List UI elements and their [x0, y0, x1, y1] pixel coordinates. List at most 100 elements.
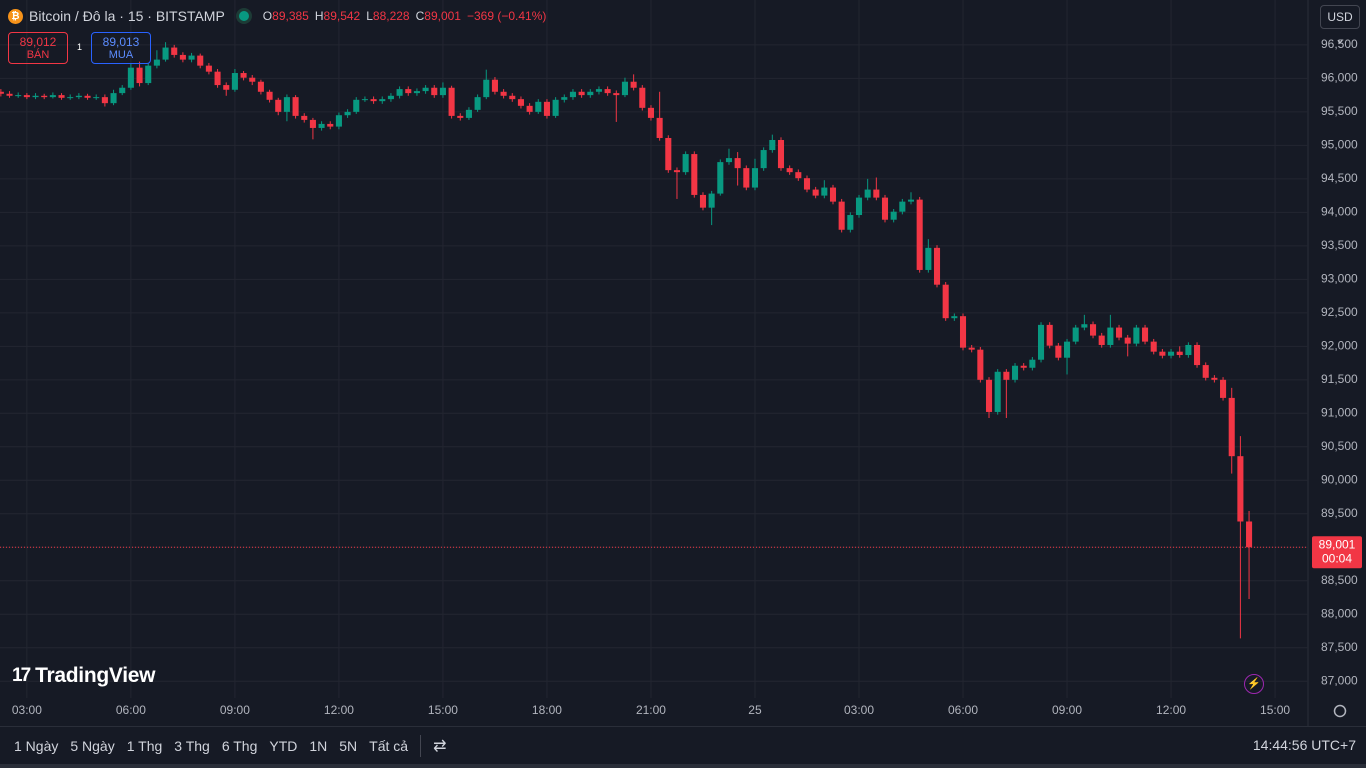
sell-button[interactable]: 89,012 BÁN [8, 32, 68, 64]
candle-body [587, 91, 594, 96]
candle-body [647, 107, 654, 118]
candle-body [205, 65, 212, 72]
candle-body [855, 197, 863, 216]
candle-body [812, 189, 819, 196]
candle-body [1055, 345, 1062, 358]
y-tick-label: 94,500 [1321, 171, 1358, 185]
ohlc-value: 89,385 [272, 9, 309, 23]
settings-icon[interactable] [1333, 704, 1347, 718]
candle-body [1081, 324, 1088, 328]
candle-body [32, 95, 39, 98]
candle-body [526, 105, 533, 112]
candle-body [231, 73, 238, 90]
y-tick-label: 92,000 [1321, 338, 1358, 352]
candle-body [1185, 344, 1192, 356]
compare-icon[interactable]: ⇄ [433, 738, 447, 755]
candle-body [1142, 327, 1149, 342]
candle-body [1194, 344, 1201, 366]
y-tick-label: 87,500 [1321, 640, 1358, 654]
x-tick-label: 21:00 [636, 703, 666, 717]
ohlc-key: C [415, 9, 425, 23]
candle-body [1246, 521, 1253, 548]
ohlc-high: H89,542 [315, 9, 360, 23]
candle-body [1220, 379, 1227, 398]
candle-body [786, 168, 793, 173]
y-tick-label: 87,000 [1321, 673, 1358, 687]
candle-body [708, 193, 715, 208]
candle-body [171, 47, 178, 55]
candle-body [1237, 456, 1244, 522]
range-button[interactable]: 1 Thg [126, 738, 163, 754]
range-button[interactable]: 3 Thg [174, 738, 210, 754]
watermark-text: TradingView [35, 664, 156, 687]
range-list: 1 Ngày 5 Ngày 1 Thg 3 Thg 6 Thg YTD 1N 5N Tất cả [0, 738, 409, 754]
y-tick-label: 93,000 [1321, 272, 1358, 286]
range-button[interactable]: 1N [309, 738, 328, 754]
candle-body [275, 99, 282, 112]
ohlc-value: 89,001 [424, 9, 461, 23]
x-tick-label: 06:00 [948, 703, 978, 717]
x-tick-label: 25 [748, 703, 762, 717]
x-tick-label: 18:00 [532, 703, 562, 717]
candle-body [682, 154, 689, 173]
candle-body [318, 123, 325, 128]
buy-button[interactable]: 89,013 MUA [91, 32, 151, 64]
candle-body [847, 215, 854, 230]
y-tick-label: 89,500 [1321, 506, 1358, 520]
candle-body [509, 95, 516, 100]
ohlc-key: O [262, 9, 273, 23]
separator [420, 735, 422, 757]
candle-body [188, 55, 195, 60]
y-tick-label: 92,500 [1321, 305, 1358, 319]
candle-body [1063, 341, 1071, 358]
candle-body [119, 87, 126, 94]
range-button[interactable]: YTD [269, 738, 298, 754]
candle-body [58, 95, 65, 98]
symbol-title[interactable]: Bitcoin / Đô la · 15 · BITSTAMP [29, 8, 225, 24]
ohlc-key: L [366, 9, 373, 23]
x-tick-label: 15:00 [1260, 703, 1290, 717]
range-button[interactable]: 5N [339, 738, 358, 754]
candle-body [517, 99, 524, 106]
symbol-header: ₿ Bitcoin / Đô la · 15 · BITSTAMP O89,38… [8, 7, 546, 25]
footer-strip [0, 764, 1366, 768]
candle-body [595, 89, 602, 92]
bolt-icon[interactable]: ⚡ [1244, 674, 1264, 694]
candle-body [933, 247, 941, 285]
spread: 1 [77, 42, 83, 52]
bid-label: BÁN [26, 49, 50, 61]
range-button[interactable]: Tất cả [369, 738, 409, 754]
candle-body [266, 91, 273, 100]
ask-price: 89,013 [102, 35, 140, 49]
candle-body [483, 79, 490, 98]
ohlc-value: 89,542 [323, 9, 361, 23]
range-button[interactable]: 5 Ngày [70, 738, 115, 754]
candle-body [110, 93, 117, 104]
candle-body [67, 97, 74, 99]
candle-body [543, 101, 550, 116]
clock[interactable]: 14:44:56 UTC+7 [1252, 737, 1356, 753]
y-tick-label: 90,000 [1321, 472, 1358, 486]
candle-body [405, 89, 412, 94]
range-button[interactable]: 6 Thg [221, 738, 258, 754]
range-button[interactable]: 1 Ngày [14, 738, 59, 754]
market-status [238, 11, 249, 21]
candle-body [379, 99, 386, 102]
candle-body [1029, 359, 1036, 368]
candle-body [370, 99, 377, 102]
candle-body [101, 97, 108, 104]
candle-body [309, 119, 316, 128]
last-price-label: 89,001 [1319, 537, 1356, 551]
candle-body [6, 93, 13, 96]
candle-body [829, 187, 837, 202]
candle-body [1046, 324, 1053, 346]
candle-body [439, 87, 446, 96]
currency-button[interactable]: USD ⌄ [1320, 5, 1360, 46]
candle-body [942, 284, 949, 319]
candle-body [93, 97, 100, 99]
candle-body [899, 201, 906, 212]
x-tick-label: 12:00 [324, 703, 354, 717]
candle-body [353, 99, 360, 112]
ohlc-close: C89,001 [416, 9, 461, 23]
candle-body [301, 115, 308, 120]
